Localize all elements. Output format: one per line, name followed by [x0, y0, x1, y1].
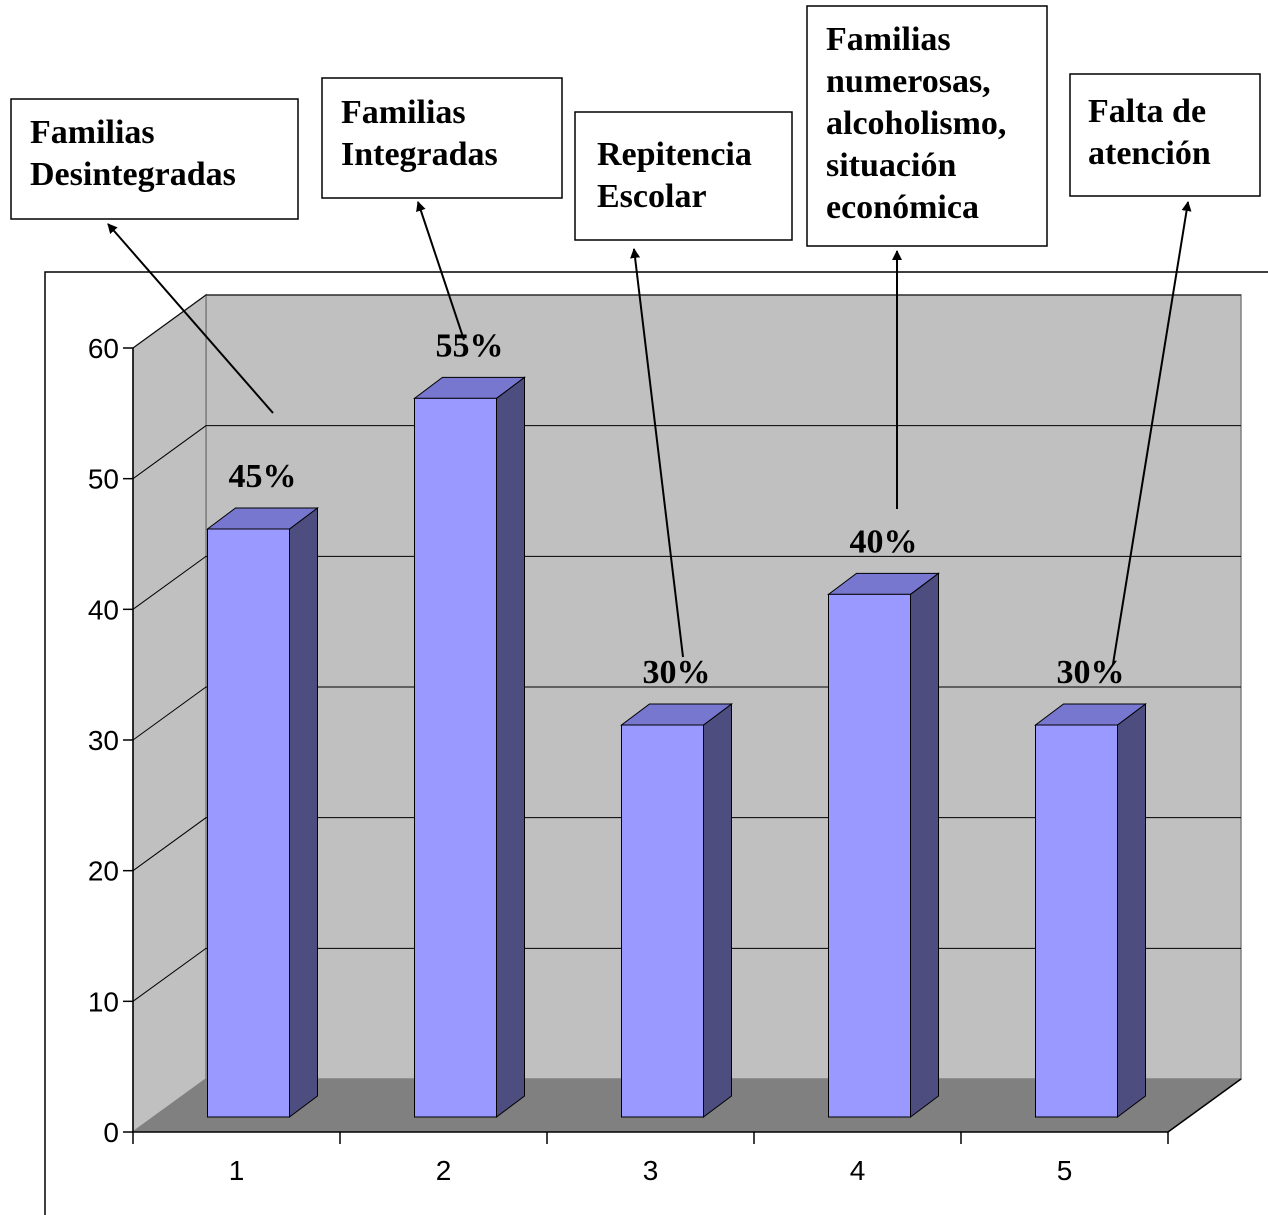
- callout-text: Familias: [341, 94, 466, 131]
- bar-side: [910, 572, 939, 1118]
- bar: [206, 507, 319, 1118]
- data-label: 55%: [436, 327, 504, 364]
- callout: Familias Integradas: [321, 77, 563, 341]
- x-tick-label: 3: [643, 1155, 659, 1186]
- bar: [620, 703, 733, 1118]
- bar: [1034, 703, 1147, 1118]
- callout-text: Familias: [30, 114, 155, 151]
- y-tick-label: 40: [88, 594, 119, 625]
- callout-arrow: [630, 248, 684, 658]
- bar-front: [828, 593, 911, 1118]
- callout: Repitencia Escolar: [574, 111, 793, 658]
- bar-side: [1117, 703, 1146, 1118]
- callout-text: Integradas: [341, 136, 498, 173]
- bar-front: [1035, 724, 1118, 1118]
- callout: Falta de atención: [1069, 73, 1261, 665]
- callout-text: atención: [1088, 135, 1211, 172]
- x-tick-label: 2: [436, 1155, 452, 1186]
- callout-text: Familias: [826, 21, 951, 58]
- callout-arrow: [416, 201, 465, 341]
- y-tick-label: 10: [88, 986, 119, 1017]
- callout-box: [10, 98, 299, 220]
- callout-arrow: [107, 223, 274, 414]
- callout-text: Repitencia: [597, 136, 752, 173]
- y-tick-label: 30: [88, 725, 119, 756]
- x-tick-label: 4: [850, 1155, 866, 1186]
- callout-text: numerosas,: [826, 63, 991, 100]
- callout-box: [806, 5, 1048, 247]
- data-label: 40%: [850, 523, 918, 560]
- x-axis-depth-line: [1167, 1078, 1242, 1133]
- data-label: 45%: [229, 458, 297, 495]
- callout-arrow: [1112, 201, 1192, 665]
- bar: [413, 376, 526, 1118]
- data-label: 30%: [643, 654, 711, 691]
- y-tick-label: 0: [103, 1117, 119, 1148]
- x-tick-label: 1: [229, 1155, 245, 1186]
- y-tick-label: 50: [88, 464, 119, 495]
- callout-box: [321, 77, 563, 199]
- bar-front: [207, 528, 290, 1118]
- callout-box: [574, 111, 793, 241]
- callout-text: económica: [826, 189, 979, 226]
- y-tick-label: 20: [88, 856, 119, 887]
- bar-front: [414, 397, 497, 1118]
- bar-front: [621, 724, 704, 1118]
- bar-side: [496, 376, 525, 1118]
- callout-box: [1069, 73, 1261, 197]
- x-tick-label: 5: [1057, 1155, 1073, 1186]
- callout-text: situación: [826, 147, 956, 184]
- callout: Familias Desintegradas: [10, 98, 299, 414]
- bar: [827, 572, 940, 1118]
- callout-text: Falta de: [1088, 93, 1206, 130]
- callout-text: Escolar: [597, 178, 707, 215]
- bar-side: [289, 507, 318, 1118]
- y-tick-label: 60: [88, 333, 119, 364]
- callout-text: Desintegradas: [30, 156, 236, 193]
- callout-text: alcoholismo,: [826, 105, 1006, 142]
- gridline: [132, 555, 1241, 610]
- bar-side: [703, 703, 732, 1118]
- callout: Familias numerosas, alcoholismo, situación e…: [806, 5, 1048, 509]
